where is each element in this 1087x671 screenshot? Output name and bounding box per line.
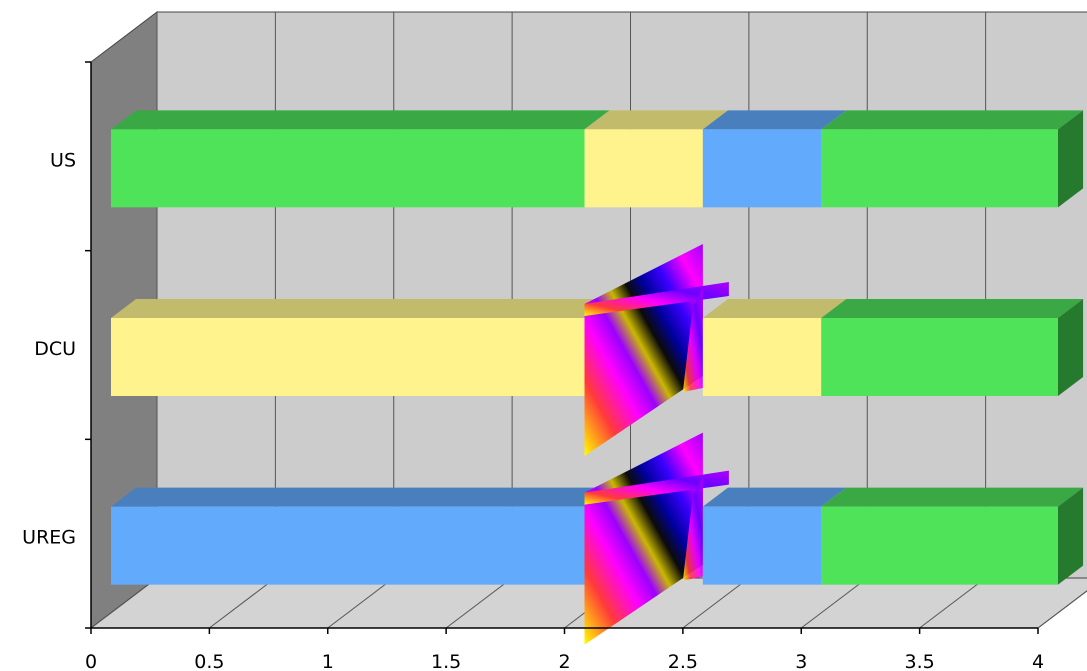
bar-segment-top — [584, 282, 729, 316]
bar-segment — [702, 506, 822, 585]
bar-segment-top — [584, 470, 729, 505]
bar-row — [111, 110, 1084, 208]
bar-segment-top — [821, 487, 1084, 507]
bar-segment-top — [821, 299, 1084, 318]
bar-segment-side — [1058, 110, 1084, 208]
x-tick-label: 3.5 — [905, 651, 935, 671]
bar-segment-top — [702, 299, 847, 318]
x-tick-label: 0.5 — [194, 651, 224, 671]
gridlines — [90, 12, 1087, 629]
bar-segment-side — [682, 476, 703, 581]
bar-segment-top — [702, 487, 847, 507]
bars — [111, 110, 1084, 645]
y-tick-label: US — [50, 149, 76, 171]
floor-gridline — [919, 577, 986, 629]
x-tick-label: 1 — [322, 651, 334, 671]
x-tick-label: 1.5 — [431, 651, 461, 671]
bar-segment-side — [1058, 487, 1084, 585]
x-tick-label: 0 — [85, 651, 97, 671]
y-tick-label: DCU — [34, 338, 76, 360]
x-tick-label: 2.5 — [668, 651, 698, 671]
bar-segment — [111, 129, 585, 208]
bar-segment — [821, 318, 1058, 396]
floor-gridline — [327, 577, 395, 629]
x-tick-label: 2 — [558, 651, 570, 671]
floor-gridline — [209, 577, 276, 629]
floor-gridline — [800, 577, 868, 629]
x-tick-label: 3 — [795, 651, 807, 671]
x-axis: 0 0.5 1 1.5 2 2.5 3 3.5 4 — [85, 627, 1044, 671]
bar-segment — [584, 129, 703, 208]
floor-gridline — [682, 577, 750, 629]
bar-segment-top — [111, 487, 610, 507]
bar-segment — [821, 506, 1058, 585]
bar-segment-top — [702, 110, 847, 130]
bar-segment — [702, 129, 822, 208]
floor-gridline — [90, 577, 158, 629]
x-tick-label: 4 — [1032, 651, 1044, 671]
bar-segment-top — [584, 110, 728, 130]
bar-segment — [821, 129, 1058, 208]
bar-segment-top — [821, 110, 1084, 130]
bar-row — [111, 432, 1084, 645]
floor-gridline — [1037, 590, 1087, 629]
bar-segment — [111, 318, 585, 396]
y-tick-label: UREG — [22, 527, 76, 549]
floor-gridline — [445, 577, 513, 629]
bar-segment — [111, 506, 585, 585]
bar-segment-side — [1058, 299, 1084, 396]
bar-segment — [702, 318, 822, 396]
bar-segment-top — [111, 299, 610, 318]
bar-segment-side — [682, 288, 703, 392]
bar-row — [111, 244, 1084, 456]
y-axis: US DCU UREG — [22, 61, 92, 629]
bar-segment-top — [111, 110, 610, 130]
